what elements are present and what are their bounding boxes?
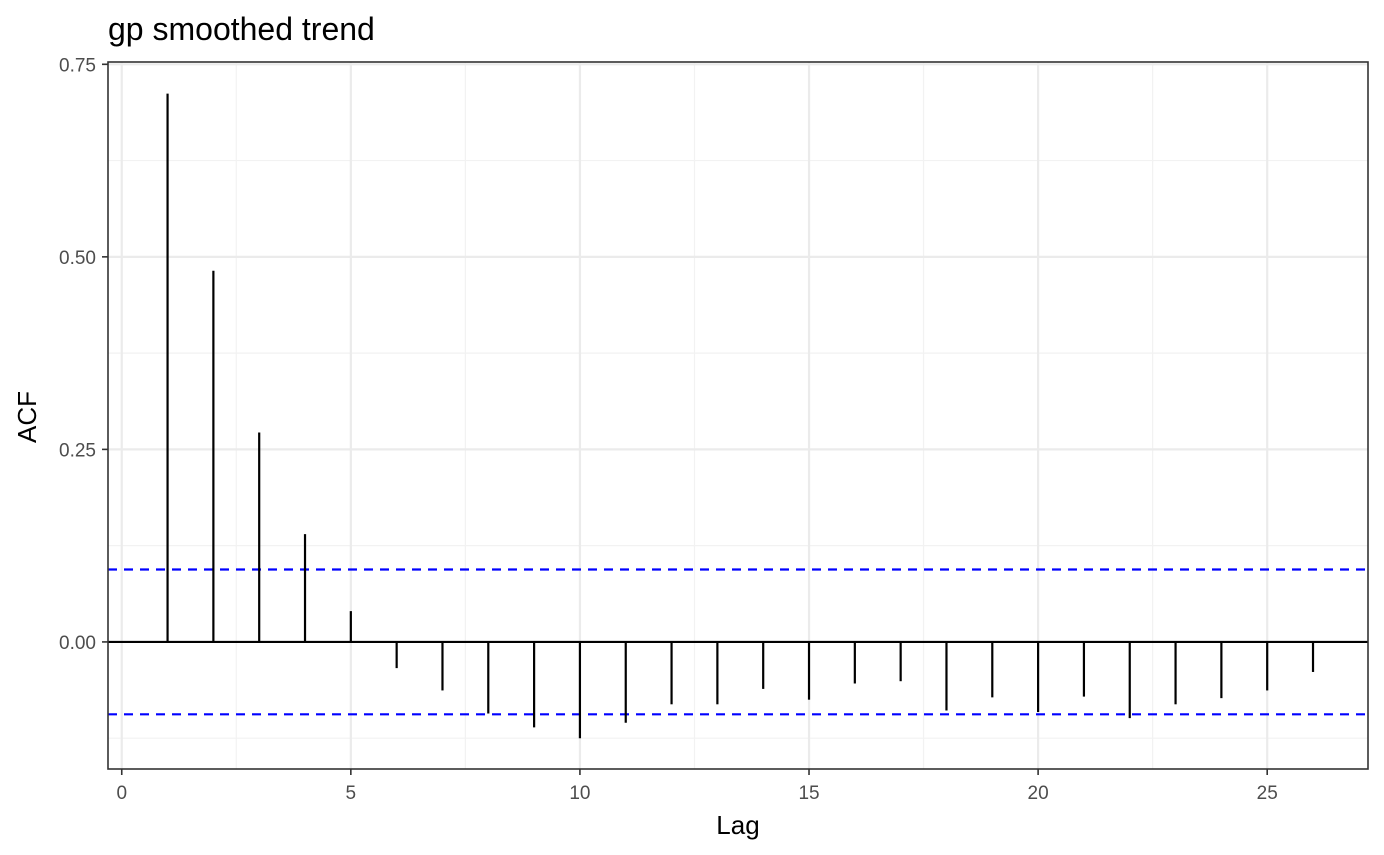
panel-border xyxy=(107,61,1369,770)
x-axis-ticks: 0 5 10 15 20 25 xyxy=(116,769,1278,804)
x-tick-label-0: 0 xyxy=(116,783,127,804)
x-tick-label-5: 25 xyxy=(1257,783,1278,804)
confidence-bounds xyxy=(108,568,1368,716)
chart-title: gp smoothed trend xyxy=(108,11,375,47)
x-tick-label-2: 10 xyxy=(569,783,590,804)
y-axis-title: ACF xyxy=(12,391,42,443)
y-tick-label-3: 0.75 xyxy=(59,55,96,76)
x-tick-label-4: 20 xyxy=(1028,783,1049,804)
x-tick-label-3: 15 xyxy=(798,783,819,804)
y-tick-label-1: 0.25 xyxy=(59,440,96,461)
minor-gridlines xyxy=(108,62,1368,769)
x-axis-title: Lag xyxy=(716,810,759,840)
acf-bars xyxy=(166,93,1315,739)
x-tick-label-1: 5 xyxy=(346,783,357,804)
y-axis-ticks: 0.00 0.25 0.50 0.75 xyxy=(59,55,108,654)
y-tick-label-0: 0.00 xyxy=(59,633,96,654)
y-tick-label-2: 0.50 xyxy=(59,248,96,269)
